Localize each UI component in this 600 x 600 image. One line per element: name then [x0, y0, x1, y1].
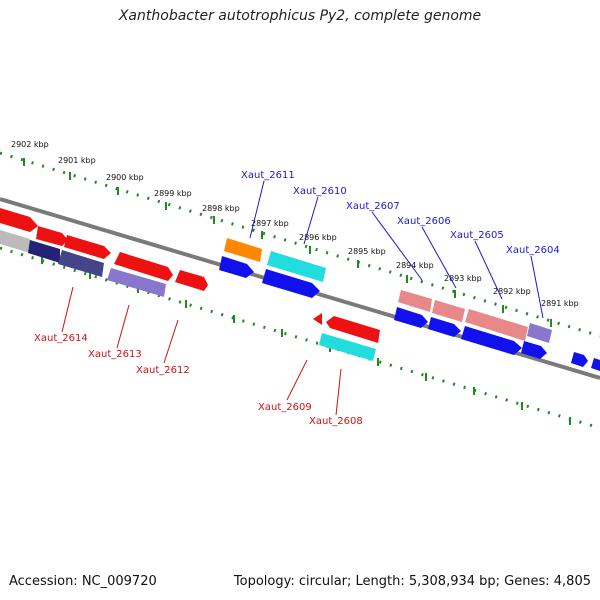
- gene-arrow[interactable]: [0, 230, 30, 253]
- gene-arrow[interactable]: [465, 309, 528, 341]
- gene-arrow[interactable]: [319, 333, 376, 361]
- scale-ticks-top: [23, 158, 552, 327]
- gene-arrow[interactable]: [219, 256, 254, 278]
- scale-label: 2894 kbp: [396, 261, 434, 270]
- leader-line: [61, 286, 74, 333]
- gene-arrow[interactable]: [267, 251, 326, 282]
- gene-arrow[interactable]: [0, 208, 38, 232]
- gene-arrow[interactable]: [571, 352, 588, 367]
- gene-label-bottom[interactable]: Xaut_2609: [258, 402, 312, 413]
- leader-line: [421, 226, 457, 289]
- leader-line: [371, 211, 423, 281]
- scale-label: 2891 kbp: [541, 299, 579, 308]
- scale-label: 2899 kbp: [154, 189, 192, 198]
- gene-track: [0, 208, 600, 371]
- gene-arrow[interactable]: [114, 252, 173, 281]
- gene-label-bottom[interactable]: Xaut_2614: [34, 333, 88, 344]
- gene-arrow[interactable]: [527, 323, 552, 343]
- topology-summary-text: Topology: circular; Length: 5,308,934 bp…: [233, 574, 591, 589]
- scale-label: 2902 kbp: [11, 140, 49, 149]
- gene-arrow[interactable]: [313, 313, 322, 325]
- gene-arrow[interactable]: [175, 270, 208, 291]
- gene-arrow[interactable]: [28, 240, 60, 263]
- gene-arrow[interactable]: [591, 358, 600, 371]
- gene-arrow[interactable]: [428, 317, 461, 337]
- gene-arrow[interactable]: [107, 268, 166, 297]
- leader-line: [116, 304, 130, 349]
- scale-label: 2896 kbp: [299, 233, 337, 242]
- gene-arrow[interactable]: [521, 341, 547, 359]
- gene-arrow[interactable]: [326, 316, 380, 343]
- gene-arrow[interactable]: [398, 290, 432, 312]
- leader-line: [303, 196, 319, 245]
- gene-label-top[interactable]: Xaut_2607: [346, 201, 400, 212]
- leader-line: [530, 255, 544, 319]
- scale-label: 2892 kbp: [493, 287, 531, 296]
- leader-line: [249, 180, 265, 239]
- gene-label-bottom[interactable]: Xaut_2612: [136, 365, 190, 376]
- gene-arrow[interactable]: [36, 226, 68, 246]
- gene-arrow[interactable]: [432, 300, 465, 322]
- gene-arrow[interactable]: [262, 269, 320, 298]
- gene-arrow[interactable]: [224, 238, 262, 262]
- scale-label: 2898 kbp: [202, 204, 240, 213]
- gene-label-top[interactable]: Xaut_2606: [397, 216, 451, 227]
- gene-label-top[interactable]: Xaut_2605: [450, 230, 504, 241]
- gene-label-top[interactable]: Xaut_2611: [241, 170, 295, 181]
- gene-arrow[interactable]: [394, 307, 428, 328]
- gene-label-bottom[interactable]: Xaut_2613: [88, 349, 142, 360]
- scale-label: 2893 kbp: [444, 274, 482, 283]
- scale-label: 2900 kbp: [106, 173, 144, 182]
- map-title: Xanthobacter autotrophicus Py2, complete…: [118, 8, 482, 24]
- gene-label-top[interactable]: Xaut_2610: [293, 186, 347, 197]
- leader-line: [286, 359, 308, 401]
- leader-line: [335, 368, 342, 416]
- scale-label: 2901 kbp: [58, 156, 96, 165]
- gene-arrow[interactable]: [64, 235, 111, 259]
- scale-label: 2895 kbp: [348, 247, 386, 256]
- leader-line: [474, 240, 503, 300]
- gene-arrow[interactable]: [58, 250, 104, 277]
- gene-arrow[interactable]: [461, 326, 522, 355]
- leader-line: [163, 319, 179, 364]
- gene-label-bottom[interactable]: Xaut_2608: [309, 416, 363, 427]
- scale-label: 2897 kbp: [251, 219, 289, 228]
- gene-label-top[interactable]: Xaut_2604: [506, 245, 560, 256]
- accession-text: Accession: NC_009720: [9, 574, 157, 589]
